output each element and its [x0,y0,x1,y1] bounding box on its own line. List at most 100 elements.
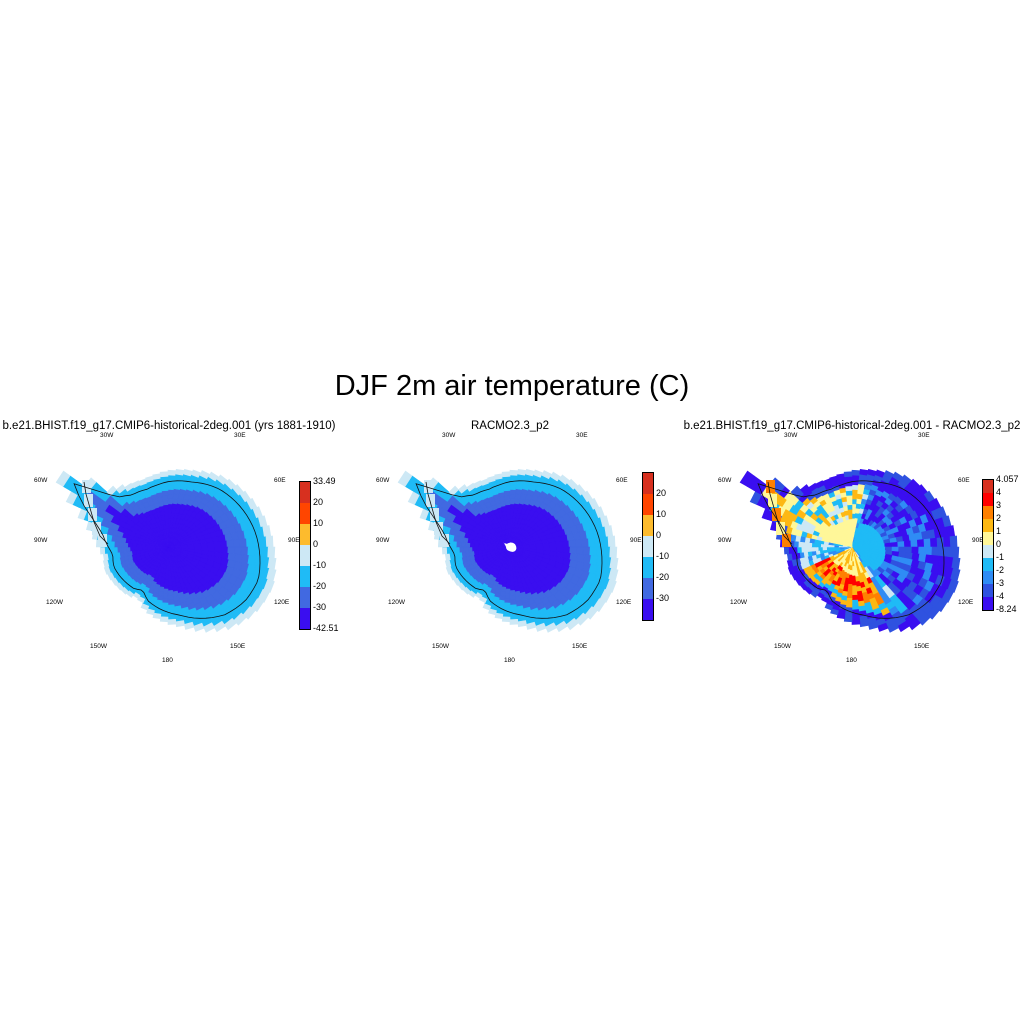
data-cell [509,570,514,577]
data-cell [166,532,169,538]
data-cell [509,599,517,606]
data-cell [545,622,558,633]
data-cell [786,553,793,561]
peninsula-cell [84,494,93,507]
peninsula-cell [430,508,439,521]
data-cell [851,484,859,491]
data-cell [494,473,504,480]
data-cell [946,525,956,538]
colorbar-label: 10 [656,509,667,519]
data-cell [599,588,612,603]
data-cell [246,537,254,548]
data-cell [454,546,460,554]
data-cell [218,534,227,542]
longitude-label: 60E [958,477,970,484]
data-cell [167,604,175,611]
data-cell [509,489,517,495]
longitude-label: 180 [162,657,173,664]
longitude-label: 90W [718,537,732,544]
data-cell [473,480,483,489]
data-cell [140,603,150,611]
colorbar-box [642,472,654,621]
data-cell [836,612,846,620]
data-cell [503,597,511,604]
colorbar-label: -20 [313,581,327,591]
data-cell [471,546,477,552]
colorbar-label: 20 [313,497,324,507]
data-cell [494,612,504,620]
data-cell [931,546,940,557]
data-cell [574,539,583,548]
data-cell [175,468,185,476]
data-cell [466,482,476,492]
data-cell [152,473,162,480]
data-cell [444,559,452,568]
data-cell [504,494,511,501]
data-cell [836,473,846,480]
data-cell [542,542,550,548]
colorbar-label: 0 [313,539,319,549]
data-cell [160,611,169,618]
data-cell [851,599,859,606]
longitude-label: 60W [718,477,732,484]
data-cell [582,546,591,556]
data-cell [167,474,176,481]
data-cell [502,611,511,618]
longitude-label: 120W [730,599,748,606]
longitude-label: 150W [774,643,792,650]
data-cell [851,565,855,572]
data-cell [219,540,228,548]
data-cell [817,546,823,551]
colorbar-label: 3 [996,500,1002,510]
peninsula-cell [782,534,791,547]
data-cell [115,484,126,494]
data-cell [159,471,169,478]
data-cell [167,469,177,476]
peninsula-cell [772,508,781,521]
data-cell [501,471,511,478]
data-cell [555,620,568,633]
data-cell [131,480,141,489]
coastline [757,480,945,619]
data-cell [488,546,494,550]
data-cell [509,594,516,601]
data-cell [581,538,590,548]
data-cell [505,504,511,510]
data-cell [844,476,853,482]
data-cell [845,485,853,492]
pole-hole [506,543,514,551]
data-cell [843,471,853,478]
data-cell [526,621,537,630]
longitude-label: 90W [34,537,48,544]
data-cell [167,594,174,601]
longitude-label: 60W [34,477,48,484]
data-cell [847,504,853,510]
longitude-label: 30E [918,432,930,439]
data-cell [851,614,860,621]
data-cell [163,504,169,510]
data-cell [548,541,557,548]
longitude-label: 150W [432,643,450,650]
data-cell [916,539,925,548]
data-cell [262,525,272,538]
peninsula-coastline [767,481,793,545]
data-cell [455,541,462,548]
data-cell [259,536,267,548]
data-cell [851,474,860,481]
data-cell [203,622,216,633]
data-cell [448,485,459,496]
data-cell [464,541,471,548]
data-cell [569,546,578,555]
colorbar-label: 4.057 [996,474,1019,484]
data-cell [575,612,589,626]
colorbar-label: -10 [313,560,327,570]
data-cell [484,546,490,551]
data-cell [809,546,815,552]
data-cell [112,546,118,554]
data-cell [565,617,579,631]
data-cell [783,546,790,555]
data-cell [167,493,174,500]
colorbar-label: -20 [656,572,670,582]
data-cell [949,535,958,548]
data-cell [851,498,858,505]
